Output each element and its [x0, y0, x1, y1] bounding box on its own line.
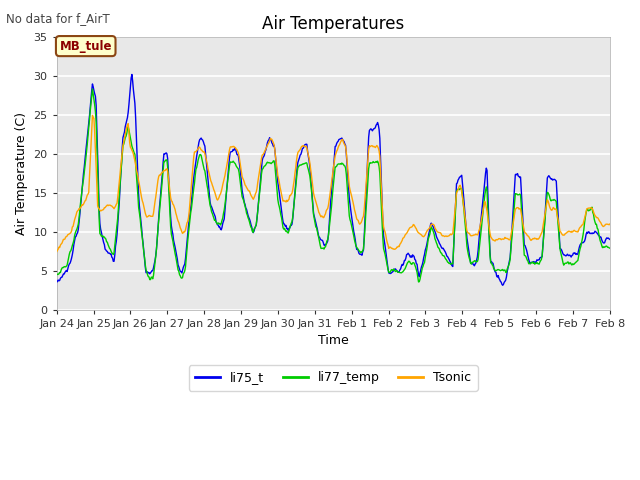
X-axis label: Time: Time — [318, 335, 349, 348]
li75_t — [310, 214, 318, 219]
li77_temp — [415, 279, 422, 285]
li77_temp — [465, 252, 472, 258]
Text: No data for f_AirT: No data for f_AirT — [6, 12, 110, 25]
li77_temp — [88, 86, 96, 92]
Tsonic — [310, 194, 318, 200]
Line: li75_t: li75_t — [57, 74, 610, 285]
li75_t — [290, 207, 298, 213]
Line: Tsonic: Tsonic — [57, 115, 610, 252]
li77_temp — [606, 245, 614, 251]
Tsonic — [464, 229, 472, 235]
Text: MB_tule: MB_tule — [60, 39, 112, 53]
li77_temp — [131, 151, 139, 157]
Tsonic — [88, 112, 96, 118]
li75_t — [53, 279, 61, 285]
Tsonic — [451, 215, 458, 221]
Tsonic — [131, 158, 139, 164]
Y-axis label: Air Temperature (C): Air Temperature (C) — [15, 112, 28, 235]
li75_t — [451, 231, 458, 237]
Tsonic — [290, 182, 298, 188]
li77_temp — [55, 271, 63, 276]
Tsonic — [55, 244, 63, 250]
li75_t — [128, 72, 136, 77]
Line: li77_temp: li77_temp — [57, 89, 610, 282]
li75_t — [55, 278, 63, 284]
li77_temp — [53, 271, 61, 277]
Legend: li75_t, li77_temp, Tsonic: li75_t, li77_temp, Tsonic — [189, 365, 478, 391]
Tsonic — [53, 249, 61, 254]
li77_temp — [310, 216, 318, 222]
Tsonic — [606, 221, 614, 227]
li77_temp — [451, 217, 459, 223]
li77_temp — [290, 207, 298, 213]
li75_t — [464, 240, 472, 246]
Title: Air Temperatures: Air Temperatures — [262, 15, 404, 33]
li75_t — [131, 100, 139, 106]
li75_t — [606, 237, 614, 242]
li75_t — [499, 282, 506, 288]
